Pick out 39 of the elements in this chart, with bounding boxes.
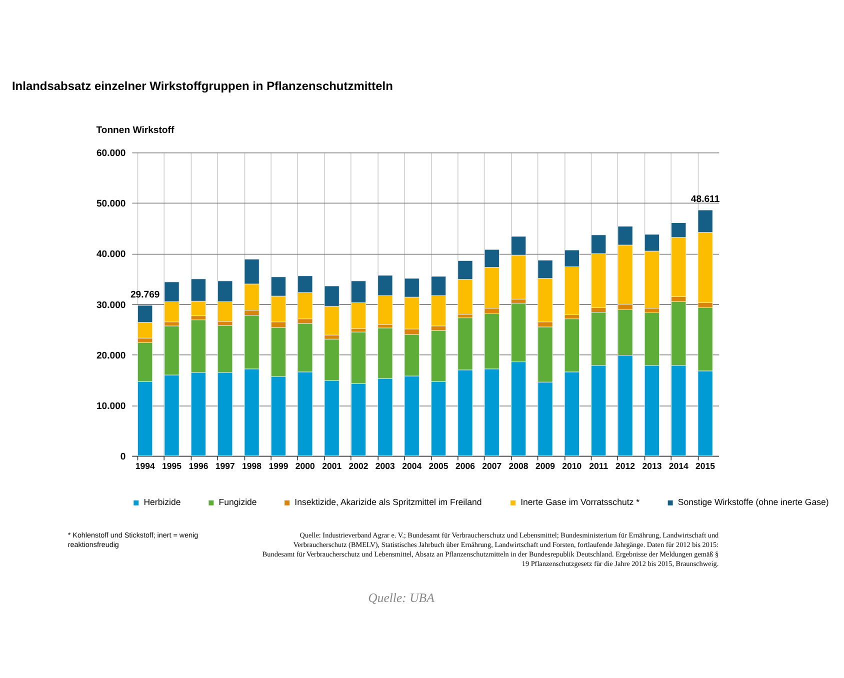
- x-tick-label: 2004: [402, 461, 422, 472]
- chart-title: Inlandsabsatz einzelner Wirkstoffgruppen in Pflanzenschutzmitteln: [12, 79, 393, 94]
- total-label: 29.769: [130, 289, 160, 300]
- x-tick-label: 2013: [642, 461, 662, 472]
- total-label: 48.611: [690, 194, 720, 206]
- y-tick-label: 60.000: [96, 148, 126, 160]
- x-tick-label: 1997: [215, 461, 235, 472]
- x-tick-label: 2003: [375, 461, 396, 472]
- x-tick-label: 1998: [242, 461, 262, 472]
- legend-label: Insektizide, Akarizide als Spritzmittel im Freiland: [294, 497, 482, 508]
- x-tick-label: 1999: [268, 461, 288, 472]
- legend-label: Fungizide: [218, 497, 257, 508]
- y-tick-label: 40.000: [96, 249, 126, 260]
- legend-label: Sonstige Wirkstoffe (ohne inerte Gase): [678, 497, 829, 508]
- source-note: Quelle: UBA: [368, 591, 435, 606]
- x-tick-label: 2000: [295, 461, 316, 472]
- x-tick-label: 2011: [589, 461, 608, 472]
- x-tick-label: 1995: [162, 461, 182, 472]
- y-axis-title: Tonnen Wirkstoff: [96, 124, 175, 136]
- x-tick-label: 1996: [188, 461, 208, 472]
- y-tick-label: 10.000: [96, 400, 126, 412]
- x-tick-label: 2010: [562, 461, 582, 472]
- y-tick-label: 30.000: [96, 300, 126, 311]
- x-tick-label: 2006: [455, 461, 476, 472]
- legend-label: Inerte Gase im Vorratsschutz *: [520, 497, 640, 508]
- y-tick-label: 20.000: [96, 350, 126, 362]
- x-tick-label: 2005: [428, 461, 448, 472]
- y-tick-label: 0: [120, 451, 126, 462]
- x-tick-label: 1994: [135, 461, 155, 472]
- y-tick-label: 50.000: [96, 198, 126, 210]
- x-tick-label: 2015: [696, 461, 716, 472]
- legend-label: Herbizide: [144, 497, 181, 508]
- x-tick-label: 2007: [482, 461, 502, 472]
- x-tick-label: 2014: [668, 461, 688, 472]
- x-tick-label: 2008: [508, 461, 528, 472]
- x-tick-label: 2002: [348, 461, 368, 472]
- x-tick-label: 2001: [322, 461, 342, 472]
- x-tick-label: 2012: [616, 461, 636, 472]
- x-tick-label: 2009: [535, 461, 556, 472]
